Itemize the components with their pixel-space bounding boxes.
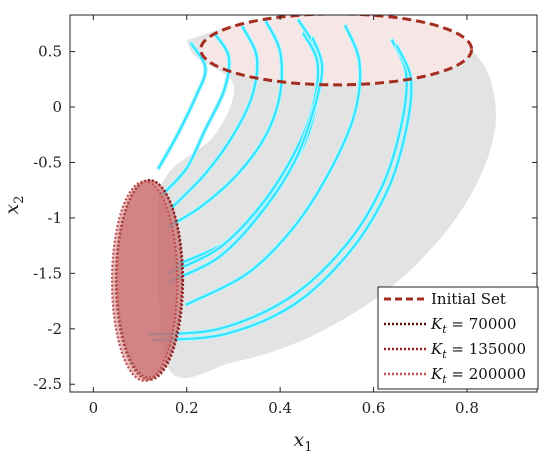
x-tick-label: 0.4 — [268, 399, 292, 417]
y-tick-label: -1.5 — [33, 264, 62, 282]
y-tick-label: -2 — [47, 320, 62, 338]
x-axis-label: x1 — [294, 429, 313, 455]
legend-label-kt-200000: Kt = 200000 — [430, 365, 526, 386]
axis-labels: x1 x2 — [1, 196, 313, 456]
trajectory-1 — [157, 42, 207, 170]
plot-area — [110, 15, 496, 383]
y-tick-label: -1 — [47, 209, 62, 227]
trajectory-10 — [153, 44, 413, 341]
legend-entry-kt-70000: Kt = 70000 — [384, 315, 516, 336]
trajectory-6 — [167, 32, 320, 275]
legend-label-kt-135000: Kt = 135000 — [430, 340, 526, 361]
legend-label-kt-70000: Kt = 70000 — [430, 315, 516, 336]
legend-entry-kt-135000: Kt = 135000 — [384, 340, 526, 361]
initial-set-outline — [199, 15, 474, 87]
trajectory-9 — [148, 39, 408, 336]
plot-frame — [69, 14, 538, 393]
trajectory-4 — [167, 20, 283, 228]
legend-entry-initial-set: Initial Set — [384, 290, 506, 308]
legend-box — [377, 286, 539, 390]
trajectory-2 — [162, 32, 231, 195]
trajectory-7 — [167, 37, 324, 284]
x-tick-label: 0.8 — [455, 399, 479, 417]
legend-entry-kt-200000: Kt = 200000 — [384, 365, 526, 386]
trajectory-3 — [171, 26, 259, 208]
axes: 0 0.2 0.4 0.6 0.8 0.5 0 -0.5 -1 -1.5 -2 -2.5 — [33, 14, 538, 417]
y-tick-label: 0.5 — [38, 43, 62, 61]
target-ellipse-kt-200000 — [110, 180, 179, 383]
x-tick-label: 0.6 — [362, 399, 386, 417]
y-tick-label: 0 — [52, 98, 62, 116]
y-tick-label: -2.5 — [33, 375, 62, 393]
x-tick-label: 0.2 — [175, 399, 199, 417]
x-tick-label: 0 — [89, 399, 99, 417]
legend: Initial Set Kt = 70000 Kt = 135000 Kt = … — [377, 286, 539, 390]
target-ellipse-kt-135000 — [114, 179, 185, 381]
y-axis-label: x2 — [1, 196, 27, 215]
y-tick-label: -0.5 — [33, 153, 62, 171]
legend-label-initial-set: Initial Set — [431, 290, 506, 308]
trajectory-8 — [185, 25, 362, 306]
